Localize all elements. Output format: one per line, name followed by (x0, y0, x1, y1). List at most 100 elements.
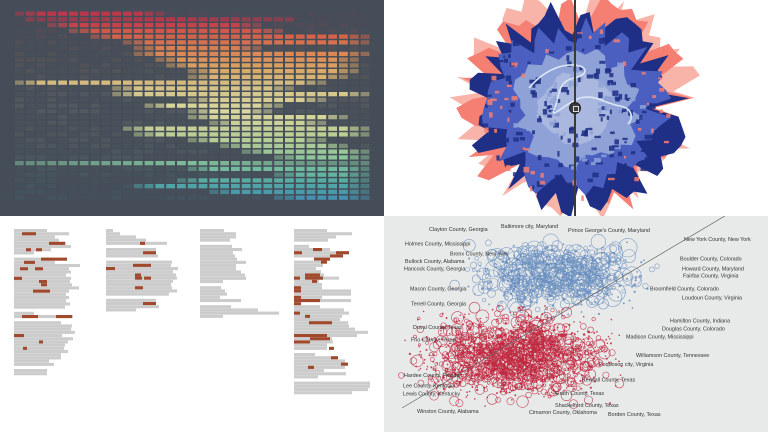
map-pixel (598, 92, 603, 99)
comparison-slider-handle[interactable] (569, 102, 581, 114)
heatmap-cell (166, 28, 175, 34)
heatmap-cell (285, 51, 294, 57)
heatmap-cell (274, 195, 283, 200)
heatmap-cell (274, 86, 283, 91)
heatmap-cell (339, 155, 348, 160)
county-bubble-red (524, 364, 538, 378)
heatmap-grid-chart (15, 11, 370, 200)
county-bubble-red (575, 337, 579, 342)
map-pixel (596, 161, 603, 165)
map-pixel (505, 165, 511, 172)
county-bubble-blue (553, 263, 568, 278)
county-bubble-blue (638, 274, 642, 278)
county-bubble-blue (586, 295, 599, 308)
heatmap-cell (209, 51, 219, 57)
county-bubble-blue (513, 254, 516, 257)
county-bubble-red (567, 385, 570, 388)
heatmap-cell (166, 109, 175, 114)
map-pixel (566, 55, 570, 62)
county-bubble-red (549, 374, 558, 383)
heatmap-cell (58, 155, 67, 159)
text-bar (14, 229, 47, 233)
county-bubble-red (537, 393, 540, 395)
heatmap-cell (220, 196, 229, 200)
county-bubble-red (524, 342, 533, 350)
heatmap-cell (26, 52, 35, 56)
heatmap-cell (155, 40, 165, 45)
map-pixel (629, 99, 636, 102)
county-bubble-red (514, 385, 516, 388)
county-bubble-red (572, 338, 575, 341)
county-bubble-red (451, 386, 453, 388)
map-pixel (579, 66, 583, 71)
county-bubble-red (419, 367, 422, 370)
county-bubble-red (522, 338, 525, 341)
county-bubble-red (561, 314, 566, 320)
heatmap-cell (133, 184, 143, 189)
heatmap-cell (133, 46, 143, 51)
county-bubble-red (532, 344, 537, 349)
county-bubble-blue (519, 250, 538, 269)
highlight-bar (341, 362, 348, 366)
highlight-bar (294, 340, 310, 344)
heatmap-cell (58, 52, 67, 56)
heatmap-cell (349, 40, 359, 45)
county-bubble-blue (606, 277, 612, 283)
county-bubble-red (576, 360, 581, 365)
county-bubble-red (486, 361, 489, 364)
heatmap-cell (350, 86, 359, 90)
heatmap-cell (328, 161, 337, 166)
heatmap-cell (134, 109, 143, 113)
county-label: Bronx County, New York (450, 252, 508, 258)
county-bubble-red (455, 341, 459, 345)
county-bubble-red (538, 319, 542, 323)
text-bar (294, 244, 309, 248)
heatmap-cell (79, 80, 89, 85)
heatmap-cell (350, 17, 359, 21)
heatmap-cell (58, 109, 67, 113)
heatmap-cell (220, 184, 229, 189)
map-pixel (605, 68, 612, 73)
highlight-bar (294, 299, 320, 303)
county-bubble-red (579, 343, 582, 346)
county-bubble-red (511, 352, 524, 365)
text-bar (294, 381, 370, 385)
heatmap-cell (177, 23, 186, 28)
heatmap-cell (101, 184, 110, 188)
heatmap-cell (80, 46, 89, 50)
county-bubble-red (530, 325, 540, 334)
highlight-bar (312, 279, 317, 283)
county-bubble-blue (449, 279, 460, 290)
heatmap-cell (339, 121, 348, 125)
heatmap-cell (166, 51, 175, 57)
county-bubble-blue (602, 301, 604, 304)
heatmap-cell (274, 51, 283, 57)
heatmap-cell (339, 172, 348, 177)
heatmap-cell (101, 75, 110, 79)
county-bubble-red (423, 362, 425, 364)
heatmap-cell (306, 138, 316, 143)
map-pixel (609, 109, 612, 115)
heatmap-cell (112, 86, 121, 91)
heatmap-cell (69, 23, 78, 28)
heatmap-cell (209, 172, 219, 177)
heatmap-cell (112, 167, 121, 171)
heatmap-cell (79, 92, 89, 97)
heatmap-cell (317, 184, 327, 189)
heatmap-cell (25, 155, 35, 160)
county-bubble-red (447, 350, 456, 359)
heatmap-cell (328, 195, 337, 200)
highlight-bar (305, 273, 320, 277)
county-bubble-blue (479, 265, 482, 267)
county-bubble-red (537, 345, 539, 347)
county-bubble-blue (532, 275, 543, 286)
county-bubble-red (573, 365, 576, 368)
county-bubble-red (475, 388, 479, 392)
heatmap-cell (339, 34, 348, 39)
heatmap-cell (349, 195, 359, 200)
highlight-bar (135, 276, 142, 280)
map-pixel (622, 108, 627, 112)
county-bubble-blue (573, 264, 576, 267)
map-pixel (553, 101, 558, 105)
heatmap-cell (263, 97, 273, 103)
